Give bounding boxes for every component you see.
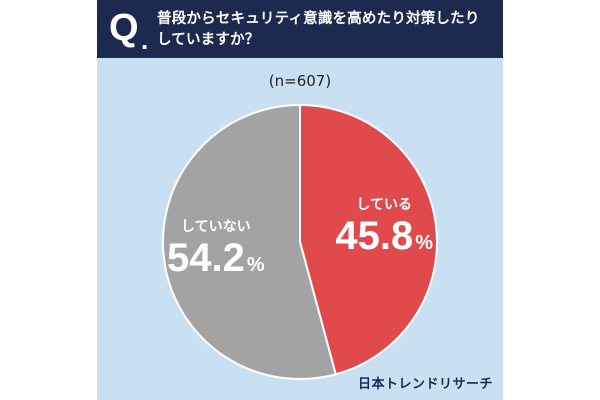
question-line-2: していますか？ bbox=[157, 32, 260, 48]
slice-value-label: 54.2% bbox=[167, 236, 265, 280]
slice-value-label: 45.8% bbox=[335, 214, 433, 258]
sample-size: (n=607) bbox=[268, 72, 332, 90]
slice-category-label: している bbox=[356, 197, 412, 213]
question-line-1: 普段からセキュリティ意識を高めたり対策したり bbox=[157, 11, 480, 27]
slice-no bbox=[162, 103, 337, 380]
question-text: 普段からセキュリティ意識を高めたり対策したり していますか？ bbox=[157, 9, 497, 51]
slice-yes bbox=[299, 103, 438, 376]
slice-category-label: していない bbox=[181, 219, 251, 235]
brand-logo-text: 日本トレンドリサーチ bbox=[357, 377, 493, 392]
question-header: Q . 普段からセキュリティ意識を高めたり対策したり していますか？ bbox=[97, 0, 503, 58]
question-mark-q: Q bbox=[109, 7, 139, 49]
question-mark-dot: . bbox=[141, 25, 149, 55]
survey-card: Q . 普段からセキュリティ意識を高めたり対策したり していますか？ (n=60… bbox=[97, 0, 503, 400]
